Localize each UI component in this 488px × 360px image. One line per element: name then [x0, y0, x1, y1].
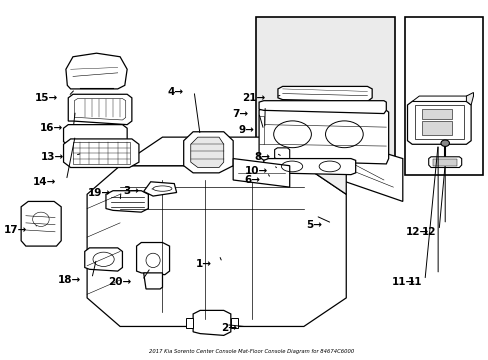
- Polygon shape: [259, 107, 388, 164]
- Text: 13→: 13→: [41, 152, 64, 162]
- Text: 5→: 5→: [305, 220, 321, 230]
- Text: 20→: 20→: [108, 277, 132, 287]
- Text: 11: 11: [407, 277, 421, 287]
- Text: 18→: 18→: [58, 275, 81, 285]
- Text: 1→: 1→: [196, 259, 211, 269]
- Polygon shape: [407, 102, 470, 144]
- FancyBboxPatch shape: [255, 18, 394, 175]
- Polygon shape: [259, 101, 386, 113]
- Bar: [421, 109, 451, 119]
- Text: 7→: 7→: [232, 109, 248, 119]
- Text: 12→: 12→: [405, 227, 428, 237]
- Polygon shape: [233, 158, 289, 187]
- Polygon shape: [84, 248, 122, 271]
- Text: 2017 Kia Sorento Center Console Mat-Floor Console Diagram for 84674C6000: 2017 Kia Sorento Center Console Mat-Floo…: [149, 349, 354, 354]
- Polygon shape: [263, 158, 355, 175]
- Polygon shape: [120, 137, 346, 166]
- Text: 16→: 16→: [40, 123, 63, 133]
- Text: 6→: 6→: [244, 175, 260, 185]
- Polygon shape: [230, 318, 237, 328]
- Text: 15→: 15→: [35, 93, 58, 103]
- Polygon shape: [21, 202, 61, 246]
- Text: 9→: 9→: [238, 125, 254, 135]
- Polygon shape: [63, 125, 127, 146]
- Polygon shape: [259, 116, 263, 144]
- Text: 10→: 10→: [244, 166, 267, 176]
- Polygon shape: [106, 191, 148, 212]
- Polygon shape: [193, 310, 230, 336]
- Polygon shape: [190, 137, 224, 167]
- Text: 11→: 11→: [390, 277, 414, 287]
- Polygon shape: [87, 166, 346, 327]
- Text: 2→: 2→: [221, 323, 237, 333]
- Polygon shape: [411, 96, 472, 102]
- Text: 19→: 19→: [87, 188, 110, 198]
- Polygon shape: [303, 109, 346, 194]
- Text: 4→: 4→: [167, 87, 183, 98]
- Bar: [432, 158, 456, 166]
- Polygon shape: [143, 273, 162, 289]
- Bar: [73, 143, 129, 164]
- Polygon shape: [136, 243, 169, 275]
- Ellipse shape: [440, 140, 448, 147]
- Text: 8→: 8→: [253, 152, 269, 162]
- Bar: [421, 121, 451, 135]
- FancyBboxPatch shape: [405, 18, 482, 175]
- Text: 14→: 14→: [33, 177, 56, 187]
- Text: 12: 12: [421, 227, 435, 237]
- Polygon shape: [66, 53, 127, 89]
- Polygon shape: [143, 182, 176, 196]
- Polygon shape: [277, 86, 371, 102]
- Bar: [414, 105, 463, 139]
- Polygon shape: [185, 318, 193, 328]
- Polygon shape: [466, 93, 472, 105]
- Text: 21→: 21→: [242, 93, 264, 103]
- Polygon shape: [274, 148, 289, 160]
- Text: 17→: 17→: [3, 225, 27, 235]
- Polygon shape: [183, 132, 233, 173]
- Polygon shape: [299, 130, 402, 202]
- Polygon shape: [428, 157, 461, 167]
- Text: 3→: 3→: [122, 186, 139, 196]
- Polygon shape: [68, 94, 132, 125]
- Polygon shape: [63, 139, 139, 167]
